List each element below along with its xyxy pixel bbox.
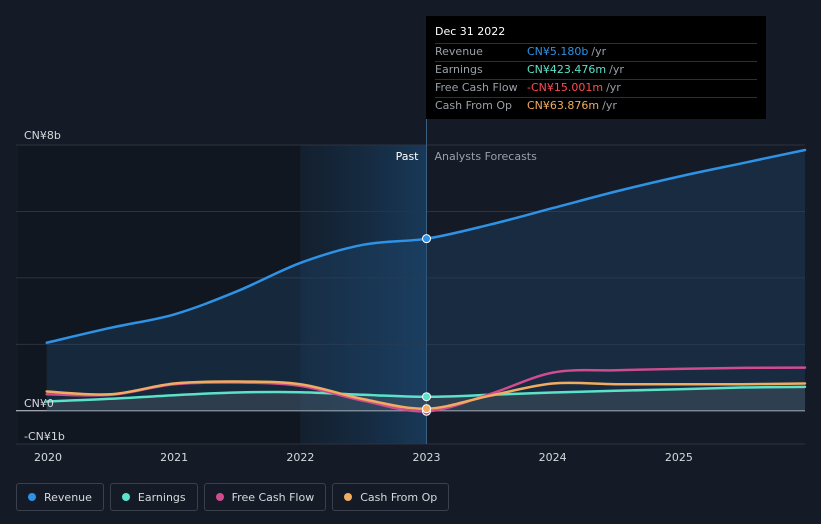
- tooltip-unit: /yr: [609, 63, 624, 76]
- forecast-label: Analysts Forecasts: [435, 150, 538, 163]
- tooltip-date: Dec 31 2022: [435, 25, 506, 38]
- highlight-point-revenue: [422, 234, 431, 244]
- data-tooltip: Dec 31 2022 Revenue CN¥5.180b /yr Earnin…: [426, 16, 766, 119]
- chart-legend: Revenue Earnings Free Cash Flow Cash Fro…: [16, 483, 450, 511]
- legend-label: Earnings: [137, 490, 186, 504]
- legend-item-free-cash-flow[interactable]: Free Cash Flow: [203, 483, 327, 511]
- tooltip-label: Free Cash Flow: [435, 81, 518, 94]
- x-tick-label: 2025: [665, 451, 693, 464]
- tooltip-row-revenue: Revenue CN¥5.180b /yr: [435, 43, 757, 61]
- tooltip-value: CN¥63.876m: [527, 99, 600, 112]
- legend-item-revenue[interactable]: Revenue: [16, 483, 104, 511]
- tooltip-row-free-cash-flow: Free Cash Flow -CN¥15.001m /yr: [435, 79, 757, 97]
- legend-label: Revenue: [44, 490, 92, 504]
- tooltip-label: Cash From Op: [435, 99, 513, 112]
- legend-label: Cash From Op: [360, 490, 438, 504]
- x-tick-label: 2024: [539, 451, 567, 464]
- legend-dot-icon: [215, 493, 224, 501]
- tooltip-unit: /yr: [606, 81, 621, 94]
- revenue-area: [46, 150, 805, 411]
- legend-dot-icon: [121, 493, 130, 501]
- legend-dot-icon: [344, 493, 353, 501]
- tooltip-row-earnings: Earnings CN¥423.476m /yr: [435, 61, 757, 79]
- x-tick-label: 2021: [160, 451, 188, 464]
- highlight-point-cash-from-op: [422, 404, 431, 414]
- legend-item-earnings[interactable]: Earnings: [109, 483, 198, 511]
- x-tick-label: 2023: [413, 451, 441, 464]
- tooltip-value: -CN¥15.001m: [527, 81, 604, 94]
- y-tick-label: -CN¥1b: [24, 430, 65, 443]
- tooltip-row-cash-from-op: Cash From Op CN¥63.876m /yr: [435, 97, 757, 115]
- legend-item-cash-from-op[interactable]: Cash From Op: [332, 483, 450, 511]
- tooltip-value: CN¥423.476m: [527, 63, 607, 76]
- tooltip-unit: /yr: [602, 99, 617, 112]
- tooltip-label: Revenue: [435, 45, 483, 58]
- tooltip-label: Earnings: [435, 63, 483, 76]
- past-label: Past: [396, 150, 420, 163]
- tooltip-unit: /yr: [591, 45, 607, 58]
- tooltip-value: CN¥5.180b: [527, 45, 589, 58]
- highlight-point-earnings: [422, 392, 431, 402]
- x-tick-label: 2022: [286, 451, 314, 464]
- y-tick-label: CN¥8b: [24, 129, 61, 142]
- x-tick-label: 2020: [34, 451, 62, 464]
- legend-label: Free Cash Flow: [231, 490, 315, 504]
- legend-dot-icon: [28, 493, 36, 501]
- y-tick-label: CN¥0: [24, 397, 54, 410]
